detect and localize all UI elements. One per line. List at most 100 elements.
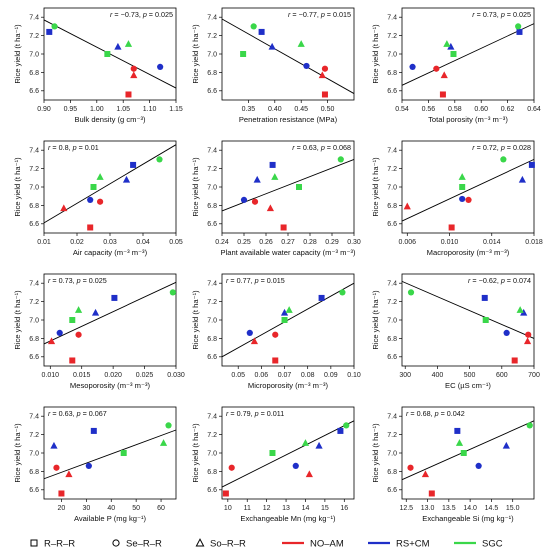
y-tick-label: 7.2 xyxy=(207,299,217,306)
x-tick-label: 0.62 xyxy=(501,106,515,113)
x-axis-label: Exchangeable Si (mg kg⁻¹) xyxy=(422,514,514,523)
data-point-circle xyxy=(465,196,472,203)
x-tick-label: 0.24 xyxy=(215,239,229,246)
data-point-triangle xyxy=(50,441,58,449)
data-point-circle xyxy=(515,23,522,30)
plot-frame xyxy=(401,273,535,367)
data-point-square xyxy=(280,224,287,231)
y-tick-label: 7.2 xyxy=(387,33,397,40)
y-tick-label: 6.6 xyxy=(387,354,397,361)
y-tick-label: 7.2 xyxy=(207,166,217,173)
y-tick-label: 7.0 xyxy=(387,51,397,58)
x-tick-label: 0.05 xyxy=(231,372,245,379)
x-tick-label: 1.10 xyxy=(143,106,157,113)
data-point-triangle xyxy=(520,308,528,316)
x-tick-label: 0.015 xyxy=(73,372,91,379)
x-tick-label: 0.09 xyxy=(324,372,338,379)
y-axis-label: Rice yield (t ha⁻¹) xyxy=(191,157,200,217)
plot-frame xyxy=(221,140,355,234)
data-point-square xyxy=(222,490,229,497)
x-tick-label: 1.05 xyxy=(116,106,130,113)
y-axis-label: Rice yield (t ha⁻¹) xyxy=(371,24,380,84)
data-point-square xyxy=(90,427,97,434)
data-point-square xyxy=(46,28,53,35)
scatter-panel-5: 6.6 6.8 7.0 7.2 7.4 0.24 0.25 0.26 0.27 0.28 0.29 0… xyxy=(191,140,361,257)
legend: R–R–R Se–R–R So–R–R NO–AM RS+CM SGC xyxy=(30,538,503,550)
regression-line xyxy=(401,280,535,339)
data-point-square xyxy=(240,51,247,57)
data-point-circle xyxy=(53,464,60,471)
data-point-circle xyxy=(251,198,259,205)
data-point-circle xyxy=(165,422,172,429)
data-point-triangle xyxy=(130,71,138,79)
correlation-annotation: r = 0.63, p = 0.068 xyxy=(292,143,351,152)
data-point-square xyxy=(87,224,94,231)
y-tick-label: 7.0 xyxy=(387,317,397,324)
y-tick-label: 7.4 xyxy=(387,281,397,288)
x-tick-label: 1.00 xyxy=(90,106,104,113)
data-point-square xyxy=(104,51,111,57)
scatter-panel-8: 6.6 6.8 7.0 7.2 7.4 0.05 0.06 0.07 0.08 0.09 0.10 M… xyxy=(191,273,361,390)
data-point-circle xyxy=(75,331,82,338)
y-tick-label: 6.6 xyxy=(29,354,39,361)
x-tick-label: 13.5 xyxy=(442,505,456,512)
x-tick-label: 0.25 xyxy=(237,239,251,246)
data-point-circle xyxy=(292,462,299,469)
data-point-triangle xyxy=(60,204,68,212)
correlation-annotation: r = −0.62, p = 0.074 xyxy=(468,276,531,285)
data-point-circle xyxy=(87,196,94,203)
data-point-triangle xyxy=(65,470,73,478)
data-point-circle xyxy=(459,195,466,203)
data-point-circle xyxy=(272,331,279,338)
plot-frame xyxy=(43,406,177,500)
y-tick-label: 7.4 xyxy=(387,15,397,22)
data-point-triangle xyxy=(523,337,532,345)
y-axis-label: Rice yield (t ha⁻¹) xyxy=(371,157,380,217)
y-tick-label: 7.4 xyxy=(387,414,397,421)
regression-line xyxy=(221,18,355,94)
y-tick-label: 7.4 xyxy=(207,281,217,288)
y-tick-label: 7.2 xyxy=(387,166,397,173)
data-point-circle xyxy=(240,196,248,203)
x-tick-label: 0.006 xyxy=(399,239,417,246)
x-tick-label: 14.0 xyxy=(463,505,477,512)
data-point-triangle xyxy=(159,439,168,446)
x-tick-label: 0.60 xyxy=(474,106,488,113)
data-point-triangle xyxy=(315,441,323,449)
legend-label-rs+cm: RS+CM xyxy=(396,539,430,550)
y-tick-label: 7.0 xyxy=(387,450,397,457)
data-point-circle xyxy=(228,464,235,471)
data-point-triangle xyxy=(114,42,122,50)
x-axis-label: Available P (mg kg⁻¹) xyxy=(74,514,147,523)
y-tick-label: 7.4 xyxy=(29,414,39,421)
legend-label-circle: Se–R–R xyxy=(126,539,162,550)
x-tick-label: 700 xyxy=(528,372,540,379)
y-tick-label: 6.8 xyxy=(29,203,39,210)
x-tick-label: 40 xyxy=(107,505,115,512)
x-tick-label: 0.10 xyxy=(347,372,361,379)
regression-line xyxy=(221,282,355,358)
data-point-triangle xyxy=(301,439,310,446)
correlation-annotation: r = −0.77, p = 0.015 xyxy=(288,10,351,19)
y-tick-label: 7.2 xyxy=(29,432,39,439)
data-point-circle xyxy=(51,23,58,30)
legend-label-square: R–R–R xyxy=(44,539,75,550)
x-tick-label: 15 xyxy=(321,505,329,512)
x-tick-label: 0.26 xyxy=(259,239,273,246)
scatter-panel-3: 6.6 6.8 7.0 7.2 7.4 0.54 0.56 0.58 0.60 0.62 0.64 T… xyxy=(371,7,541,124)
regression-line xyxy=(221,158,355,212)
data-point-circle xyxy=(503,329,510,336)
plot-frame xyxy=(43,273,177,367)
scatter-panel-7: 6.6 6.8 7.0 7.2 7.4 0.010 0.015 0.020 0.025 0.030… xyxy=(13,273,185,390)
data-point-triangle xyxy=(96,173,104,180)
y-tick-label: 7.0 xyxy=(29,317,39,324)
data-point-square xyxy=(281,317,288,323)
x-tick-label: 500 xyxy=(464,372,476,379)
x-axis-label: Exchangeable Mn (mg kg⁻¹) xyxy=(240,514,336,523)
correlation-annotation: r = −0.73, p = 0.025 xyxy=(110,10,173,19)
data-point-square xyxy=(318,294,325,301)
x-tick-label: 30 xyxy=(82,505,90,512)
data-point-triangle xyxy=(91,308,100,316)
x-tick-label: 0.05 xyxy=(169,239,183,246)
y-tick-label: 7.4 xyxy=(387,148,397,155)
